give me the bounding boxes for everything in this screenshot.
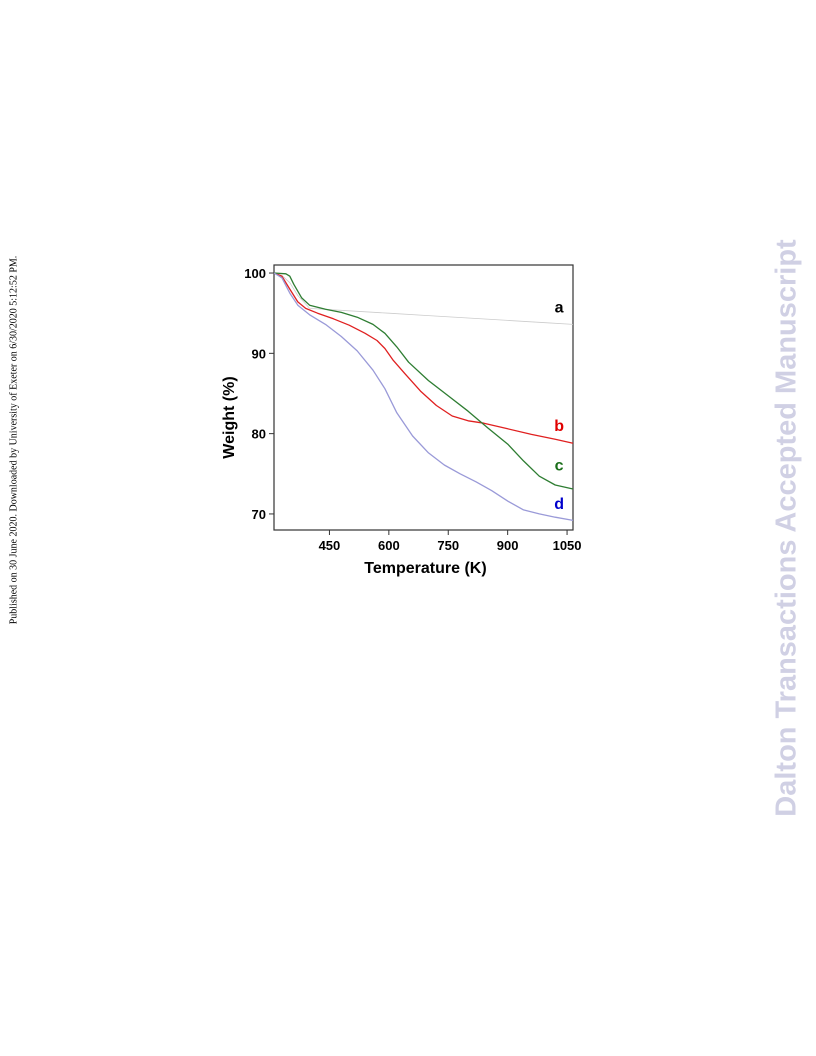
x-axis-label: Temperature (K) — [364, 560, 486, 577]
series-b-label: b — [554, 418, 564, 435]
series-d-line — [273, 272, 574, 522]
x-tick-label: 1050 — [553, 538, 582, 553]
series-layer — [273, 272, 574, 522]
x-tick-label: 900 — [497, 538, 519, 553]
x-tick-label: 600 — [378, 538, 400, 553]
y-axis-label: Weight (%) — [221, 376, 238, 458]
series-d-label: d — [554, 496, 564, 513]
axes-layer: 450 600 750 900 1050 70 80 90 100 — [244, 266, 581, 553]
annotation-layer: a b c d — [554, 299, 564, 513]
series-b-line — [273, 272, 574, 444]
series-a-line — [273, 272, 574, 325]
y-tick-label: 90 — [252, 346, 266, 361]
x-tick-label: 450 — [319, 538, 341, 553]
series-c-label: c — [555, 458, 564, 475]
series-a-label: a — [555, 299, 564, 316]
plot-frame — [273, 264, 574, 531]
x-tick-label: 750 — [437, 538, 459, 553]
y-tick-label: 70 — [252, 507, 266, 522]
y-tick-label: 80 — [252, 427, 266, 442]
series-c-line — [273, 272, 574, 490]
y-tick-label: 100 — [244, 266, 266, 281]
